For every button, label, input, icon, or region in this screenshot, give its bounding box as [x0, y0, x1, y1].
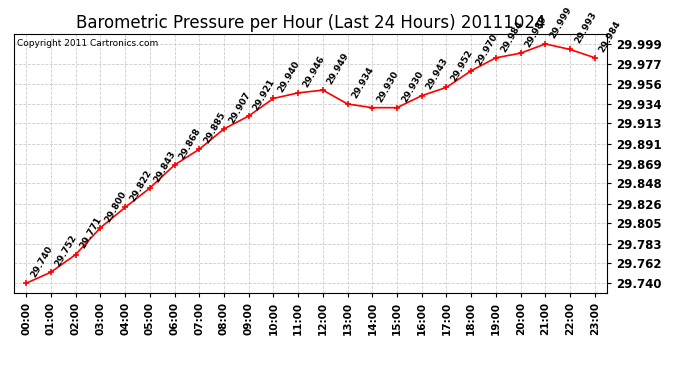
Text: 29.946: 29.946	[301, 54, 326, 89]
Text: 29.970: 29.970	[474, 32, 500, 66]
Text: 29.989: 29.989	[524, 14, 549, 49]
Text: 29.943: 29.943	[424, 57, 450, 92]
Text: 29.952: 29.952	[449, 48, 475, 83]
Text: 29.999: 29.999	[548, 5, 573, 40]
Text: 29.740: 29.740	[29, 244, 55, 279]
Text: 29.800: 29.800	[103, 189, 128, 224]
Text: 29.930: 29.930	[400, 69, 425, 104]
Title: Barometric Pressure per Hour (Last 24 Hours) 20111024: Barometric Pressure per Hour (Last 24 Ho…	[76, 14, 545, 32]
Text: 29.843: 29.843	[152, 149, 178, 184]
Text: 29.984: 29.984	[499, 19, 524, 54]
Text: 29.930: 29.930	[375, 69, 400, 104]
Text: 29.934: 29.934	[351, 65, 375, 100]
Text: 29.984: 29.984	[598, 19, 623, 54]
Text: 29.949: 29.949	[326, 51, 351, 86]
Text: 29.771: 29.771	[79, 216, 103, 250]
Text: 29.921: 29.921	[251, 77, 277, 112]
Text: 29.907: 29.907	[227, 90, 252, 125]
Text: Copyright 2011 Cartronics.com: Copyright 2011 Cartronics.com	[17, 39, 158, 48]
Text: 29.752: 29.752	[54, 233, 79, 268]
Text: 29.993: 29.993	[573, 10, 598, 45]
Text: 29.940: 29.940	[276, 60, 302, 94]
Text: 29.868: 29.868	[177, 126, 202, 161]
Text: 29.885: 29.885	[202, 111, 227, 145]
Text: 29.822: 29.822	[128, 169, 153, 203]
